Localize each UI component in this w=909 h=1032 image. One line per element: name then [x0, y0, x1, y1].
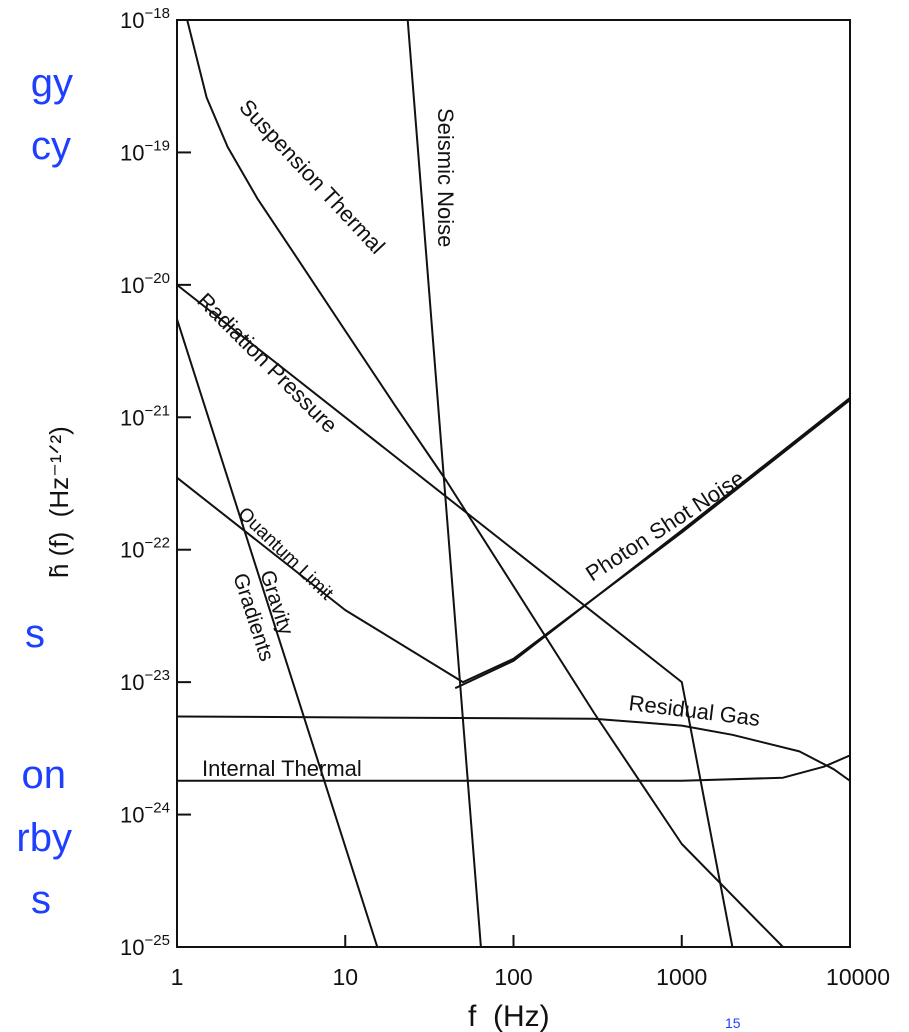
x-tick-label: 1000	[656, 964, 707, 990]
y-axis-title: h̃ (f) (Hz⁻¹ᐟ²)	[44, 426, 74, 578]
annotation-residual-gas: Residual Gas	[627, 690, 761, 731]
y-tick-label: 10−25	[120, 932, 170, 960]
slide-text-fragment: s	[25, 612, 45, 656]
y-axis-ticks: 10−18 10−19 10−20 10−21 10−22 10−23 10−24 10−25	[120, 5, 191, 960]
series-line-radiation-pressure	[177, 284, 734, 947]
x-axis-title: f (Hz)	[468, 1000, 550, 1032]
plot-frame	[176, 19, 851, 948]
y-tick-label: 10−18	[120, 5, 170, 33]
slide-text-fragment: rby	[16, 816, 72, 860]
slide-text-fragment: s	[31, 878, 51, 922]
y-tick-label: 10−22	[120, 535, 170, 563]
x-tick-label: 10000	[826, 964, 890, 990]
y-tick-label: 10−20	[120, 270, 170, 298]
y-tick-label: 10−21	[120, 402, 170, 430]
annotation-seismic-noise: Seismic Noise	[433, 108, 458, 247]
annotation-suspension-thermal: Suspension Thermal	[234, 94, 390, 258]
slide-text-fragment: gy	[30, 61, 73, 105]
slide-text-fragment: on	[21, 753, 67, 797]
slide-number: 15	[725, 1015, 741, 1031]
series-line-gravity-gradients	[177, 318, 379, 947]
x-tick-label: 10	[332, 964, 358, 990]
series-line-quantum-limit	[177, 399, 850, 684]
slide-text-fragment: cy	[31, 124, 71, 168]
x-tick-label: 1	[171, 964, 184, 990]
series-line-residual-gas	[177, 715, 850, 782]
series-line-seismic-noise	[406, 20, 482, 947]
annotation-radiation-pressure: Radiation Pressure	[192, 288, 342, 438]
series-lines	[177, 20, 850, 947]
series-line-photon-shot-noise	[454, 397, 850, 690]
annotation-photon-shot-noise: Photon Shot Noise	[581, 465, 748, 586]
x-tick-label: 100	[494, 964, 532, 990]
x-axis-ticks: 1 10 100 1000 10000	[171, 935, 890, 990]
y-tick-label: 10−19	[120, 137, 170, 165]
series-line-suspension-thermal	[186, 20, 784, 947]
series-line-internal-thermal	[177, 754, 850, 782]
annotation-internal-thermal: Internal Thermal	[202, 756, 362, 781]
y-tick-label: 10−23	[120, 667, 170, 695]
y-tick-label: 10−24	[120, 800, 170, 828]
